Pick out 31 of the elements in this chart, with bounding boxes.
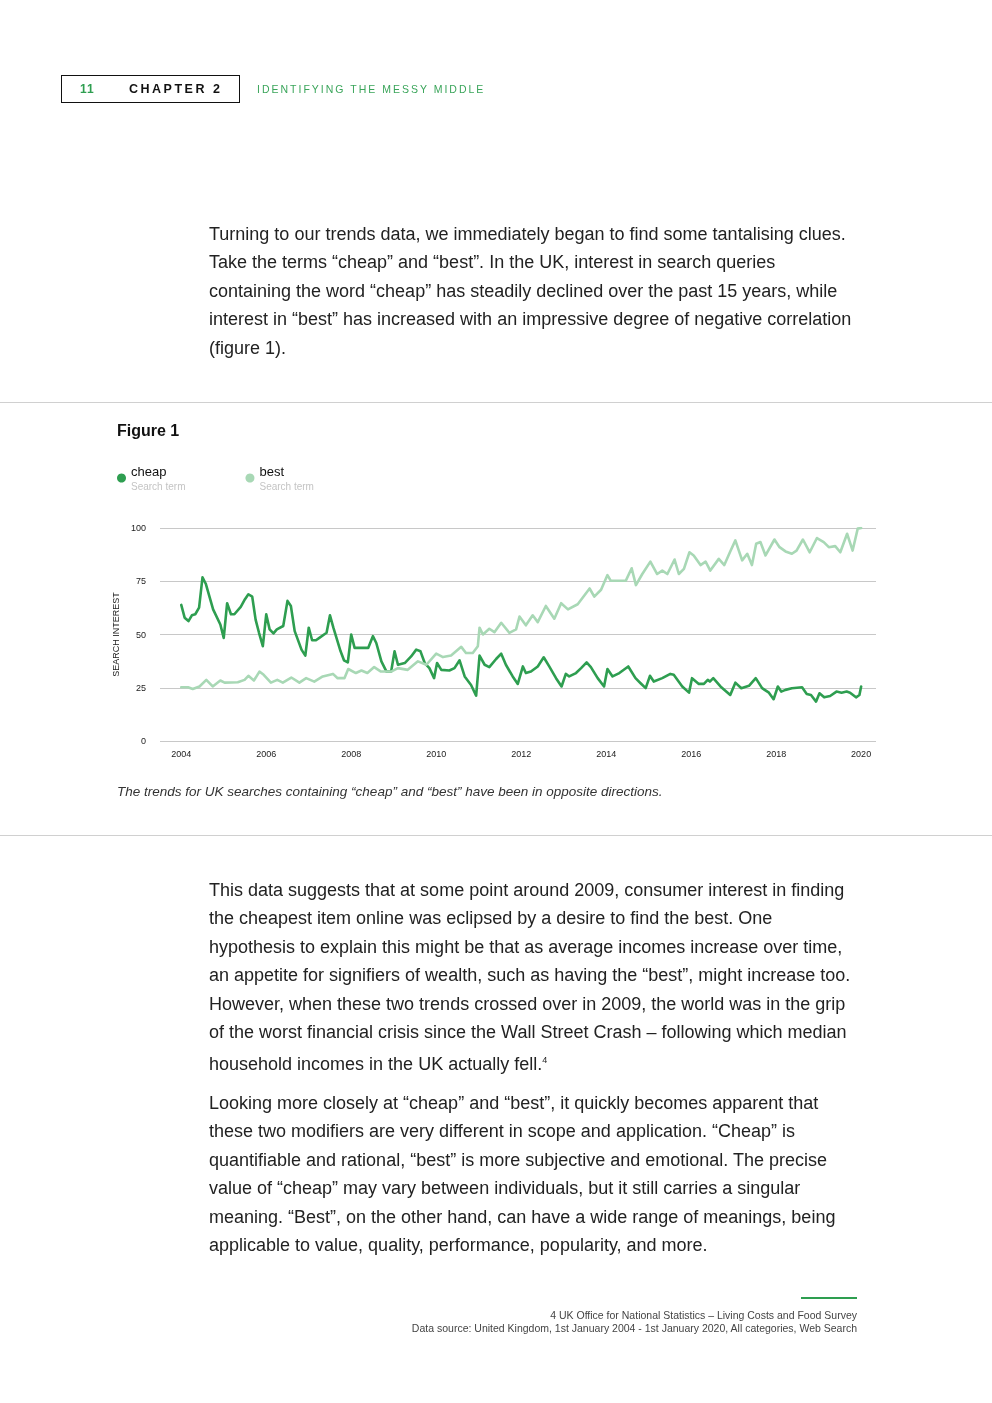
- legend-label: best: [259, 464, 285, 479]
- text: 4 UK Office for National Statistics – Living Costs and Food Survey: [550, 1309, 857, 1321]
- y-tick-label: 100: [130, 523, 146, 533]
- x-tick-label: 2010: [426, 748, 447, 759]
- x-tick-label: 2016: [681, 748, 702, 759]
- text: Search term: [131, 480, 186, 492]
- text: This data suggests that at some point around 2009, consumer interest in finding the cheapest item online was eclipsed by a desire to find the best. One hypothesis to explain this might be that as average incomes increase over time, an appetite for signifiers of wealth, such as having the “best”, might increase too. However, when these two trends crossed over in 2009, the world was in the grip of the worst financial crisis since the Wall Street Crash – following which median household incomes in the UK actually fell.$^{4}$: [209, 879, 852, 1077]
- text: Turning to our trends data, we immediately began to find some tantalising clues. Take the terms “cheap” and “best”. In the UK, interest in search queries containing the word “cheap” has steadily declined over the past 15 years, while interest in “best” has increased with an impressive degree of negative correlation (figure 1).: [209, 223, 853, 360]
- text: Looking more closely at “cheap” and “best”, it quickly becomes apparent that these two modifiers are very different in scope and application. “Cheap” is quantifiable and rational, “best” is more subjective and emotional. The precise value of “cheap” may vary between individuals, but it still carries a singular meaning. “Best”, on the other hand, can have a wide range of meanings, being applicable to value, quality, performance, popularity, and more.: [209, 1092, 837, 1258]
- y-tick-label: 25: [135, 682, 146, 693]
- x-tick-label: 2020: [851, 748, 872, 759]
- text: 11: [80, 82, 95, 96]
- y-tick-label: 50: [135, 629, 146, 640]
- text: IDENTIFYING THE MESSY MIDDLE: [257, 83, 486, 95]
- text: CHAPTER 2: [129, 82, 223, 96]
- legend-label: cheap: [131, 464, 167, 479]
- x-tick-label: 2004: [171, 748, 192, 759]
- chart-title: Figure 1: [117, 422, 180, 440]
- x-tick-label: 2008: [341, 748, 362, 759]
- line-series: [179, 526, 863, 691]
- y-tick-label: 0: [140, 736, 146, 746]
- x-tick-label: 2014: [596, 748, 617, 759]
- x-tick-label: 2012: [511, 748, 532, 759]
- x-tick-label: 2006: [256, 748, 277, 759]
- text: Search term: [259, 480, 314, 492]
- line-series: [179, 576, 863, 703]
- y-tick-label: 75: [135, 576, 146, 587]
- x-tick-label: 2018: [766, 748, 787, 759]
- text: The trends for UK searches containing “cheap” and “best” have been in opposite directions.: [117, 784, 663, 799]
- y-axis-title: SEARCH INTEREST: [110, 591, 121, 677]
- source-note: Data source: United Kingdom, 1st January 2004 - 1st January 2020, All categories, Web Search: [411, 1322, 857, 1334]
